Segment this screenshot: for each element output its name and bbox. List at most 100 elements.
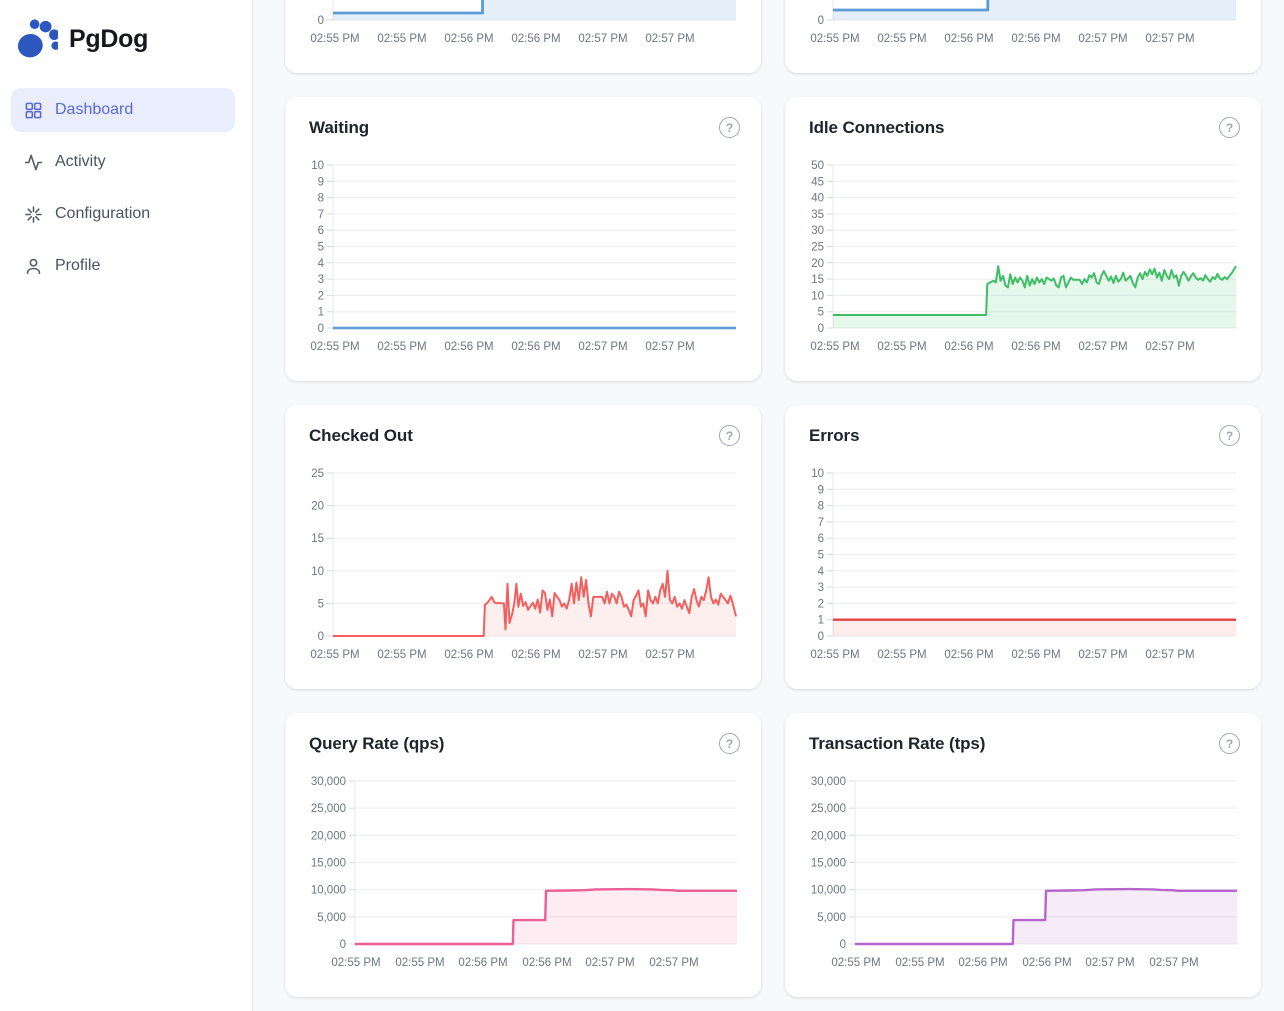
svg-text:02:56 PM: 02:56 PM [458,957,507,969]
svg-text:02:57 PM: 02:57 PM [1078,341,1127,353]
svg-text:02:55 PM: 02:55 PM [377,341,426,353]
svg-text:02:57 PM: 02:57 PM [645,341,694,353]
svg-text:45: 45 [811,176,824,188]
chart-title: Idle Connections [809,117,945,137]
svg-text:02:55 PM: 02:55 PM [310,33,359,45]
svg-text:25,000: 25,000 [311,803,346,815]
svg-text:02:56 PM: 02:56 PM [511,649,560,661]
chart-card-checked-out: Checked Out ? 0 5 10 15 20 25 02:55 PM 02:55 PM… [285,405,761,689]
help-icon[interactable]: ? [719,733,740,754]
help-icon[interactable]: ? [1219,117,1240,138]
svg-text:0: 0 [318,15,324,27]
svg-text:20,000: 20,000 [811,830,846,842]
svg-text:02:55 PM: 02:55 PM [331,957,380,969]
svg-text:15: 15 [811,274,824,286]
svg-text:2: 2 [818,598,824,610]
svg-text:5: 5 [818,307,824,319]
sidebar-item-activity[interactable]: Activity [11,140,235,184]
svg-text:0: 0 [318,631,324,643]
svg-text:20,000: 20,000 [311,830,346,842]
svg-text:10: 10 [811,468,824,480]
chart-title: Transaction Rate (tps) [809,733,986,753]
sidebar-item-profile[interactable]: Profile [11,244,235,288]
chart-card-top-right: 0 02:55 PM 02:55 PM 02:56 PM 02:56 PM 02:57 P… [785,0,1261,73]
svg-text:02:57 PM: 02:57 PM [1145,33,1194,45]
chart-card-transaction-rate: Transaction Rate (tps) ? 0 5,000 10,000 15,… [785,713,1261,997]
configuration-icon [25,205,42,223]
svg-text:02:56 PM: 02:56 PM [958,957,1007,969]
svg-text:02:56 PM: 02:56 PM [1022,957,1071,969]
svg-text:20: 20 [811,258,824,270]
svg-text:02:55 PM: 02:55 PM [877,341,926,353]
svg-text:25,000: 25,000 [811,803,846,815]
help-icon[interactable]: ? [719,117,740,138]
chart-card-waiting: Waiting ? 0 1 2 3 4 5 6 7 8 9 10 02:55 PM 02:55 PM 02… [285,97,761,381]
sidebar: PgDog Dashboard Activity [0,0,253,1011]
svg-text:25: 25 [311,468,324,480]
svg-text:3: 3 [318,274,324,286]
svg-text:15,000: 15,000 [311,858,346,870]
svg-text:10: 10 [311,566,324,578]
chart-plot-top-left: 0 02:55 PM 02:55 PM 02:56 PM 02:56 PM 02:57 P… [310,0,736,45]
svg-text:5: 5 [318,242,324,254]
svg-text:02:56 PM: 02:56 PM [1011,649,1060,661]
svg-text:02:57 PM: 02:57 PM [1149,957,1198,969]
svg-text:5: 5 [818,550,824,562]
svg-text:02:57 PM: 02:57 PM [649,957,698,969]
svg-text:15,000: 15,000 [811,858,846,870]
svg-text:10: 10 [311,160,324,172]
svg-text:02:55 PM: 02:55 PM [831,957,880,969]
svg-text:8: 8 [318,193,324,205]
svg-text:02:55 PM: 02:55 PM [895,957,944,969]
chart-title: Query Rate (qps) [309,733,445,753]
svg-text:02:56 PM: 02:56 PM [444,649,493,661]
svg-text:10,000: 10,000 [811,885,846,897]
help-icon[interactable]: ? [1219,733,1240,754]
chart-title: Errors [809,425,860,445]
svg-text:4: 4 [818,566,825,578]
svg-text:0: 0 [318,323,324,335]
svg-text:02:55 PM: 02:55 PM [310,649,359,661]
svg-text:5,000: 5,000 [317,912,346,924]
sidebar-item-configuration[interactable]: Configuration [11,192,235,236]
help-icon[interactable]: ? [1219,425,1240,446]
svg-text:3: 3 [818,582,824,594]
svg-text:30,000: 30,000 [811,776,846,788]
svg-text:02:55 PM: 02:55 PM [877,649,926,661]
svg-text:02:56 PM: 02:56 PM [944,649,993,661]
svg-text:02:57 PM: 02:57 PM [578,649,627,661]
svg-text:0: 0 [818,631,824,643]
sidebar-nav: Dashboard Activity Configuration [0,88,252,288]
charts-grid: 0 02:55 PM 02:55 PM 02:56 PM 02:56 PM 02:57 P… [285,0,1261,997]
svg-text:4: 4 [318,258,325,270]
svg-text:02:55 PM: 02:55 PM [310,341,359,353]
help-icon[interactable]: ? [719,425,740,446]
svg-text:02:56 PM: 02:56 PM [1011,33,1060,45]
svg-text:0: 0 [340,939,346,951]
svg-text:15: 15 [311,533,324,545]
dashboard-grid-icon [25,102,42,118]
svg-text:20: 20 [311,501,324,513]
svg-text:02:56 PM: 02:56 PM [444,33,493,45]
svg-text:02:55 PM: 02:55 PM [377,33,426,45]
svg-text:1: 1 [318,307,324,319]
svg-text:02:56 PM: 02:56 PM [511,33,560,45]
svg-text:02:55 PM: 02:55 PM [810,341,859,353]
svg-text:02:57 PM: 02:57 PM [645,33,694,45]
svg-text:7: 7 [318,209,324,221]
dashboard-main: 0 02:55 PM 02:55 PM 02:56 PM 02:56 PM 02:57 P… [253,0,1284,1011]
sidebar-item-dashboard[interactable]: Dashboard [11,88,235,132]
svg-text:02:55 PM: 02:55 PM [395,957,444,969]
svg-text:9: 9 [818,484,824,496]
chart-plot-query-rate: 0 5,000 10,000 15,000 20,000 25,000 30,000 02:5… [311,776,737,969]
svg-text:02:55 PM: 02:55 PM [810,649,859,661]
svg-text:5,000: 5,000 [817,912,846,924]
svg-text:02:56 PM: 02:56 PM [944,341,993,353]
svg-text:02:57 PM: 02:57 PM [645,649,694,661]
svg-text:02:57 PM: 02:57 PM [578,341,627,353]
svg-text:9: 9 [318,176,324,188]
svg-text:02:56 PM: 02:56 PM [944,33,993,45]
svg-text:10: 10 [811,290,824,302]
svg-text:10,000: 10,000 [311,885,346,897]
chart-plot-errors: 0 1 2 3 4 5 6 7 8 9 10 02:55 PM 02:55 PM 02:56 PM 02:5… [810,468,1236,661]
